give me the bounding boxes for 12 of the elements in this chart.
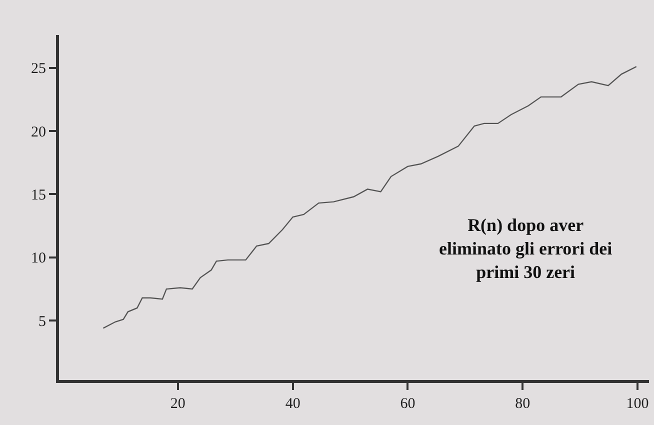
x-tick-label: 80: [515, 396, 530, 412]
y-tick-label: 20: [31, 124, 46, 140]
annotation: R(n) dopo aver eliminato gli errori dei primi 30 zeri: [439, 215, 612, 282]
y-tick-label: 10: [31, 250, 46, 267]
x-tick-label: 100: [626, 396, 649, 412]
x-tick-label: 20: [170, 396, 186, 412]
y-tick-label: 5: [38, 314, 46, 330]
line-series: [102, 66, 637, 329]
x-tick-label: 60: [400, 396, 416, 412]
y-tick-label: 25: [31, 61, 46, 78]
x-tick-label: 40: [285, 396, 300, 412]
y-tick-label: 15: [31, 187, 46, 204]
